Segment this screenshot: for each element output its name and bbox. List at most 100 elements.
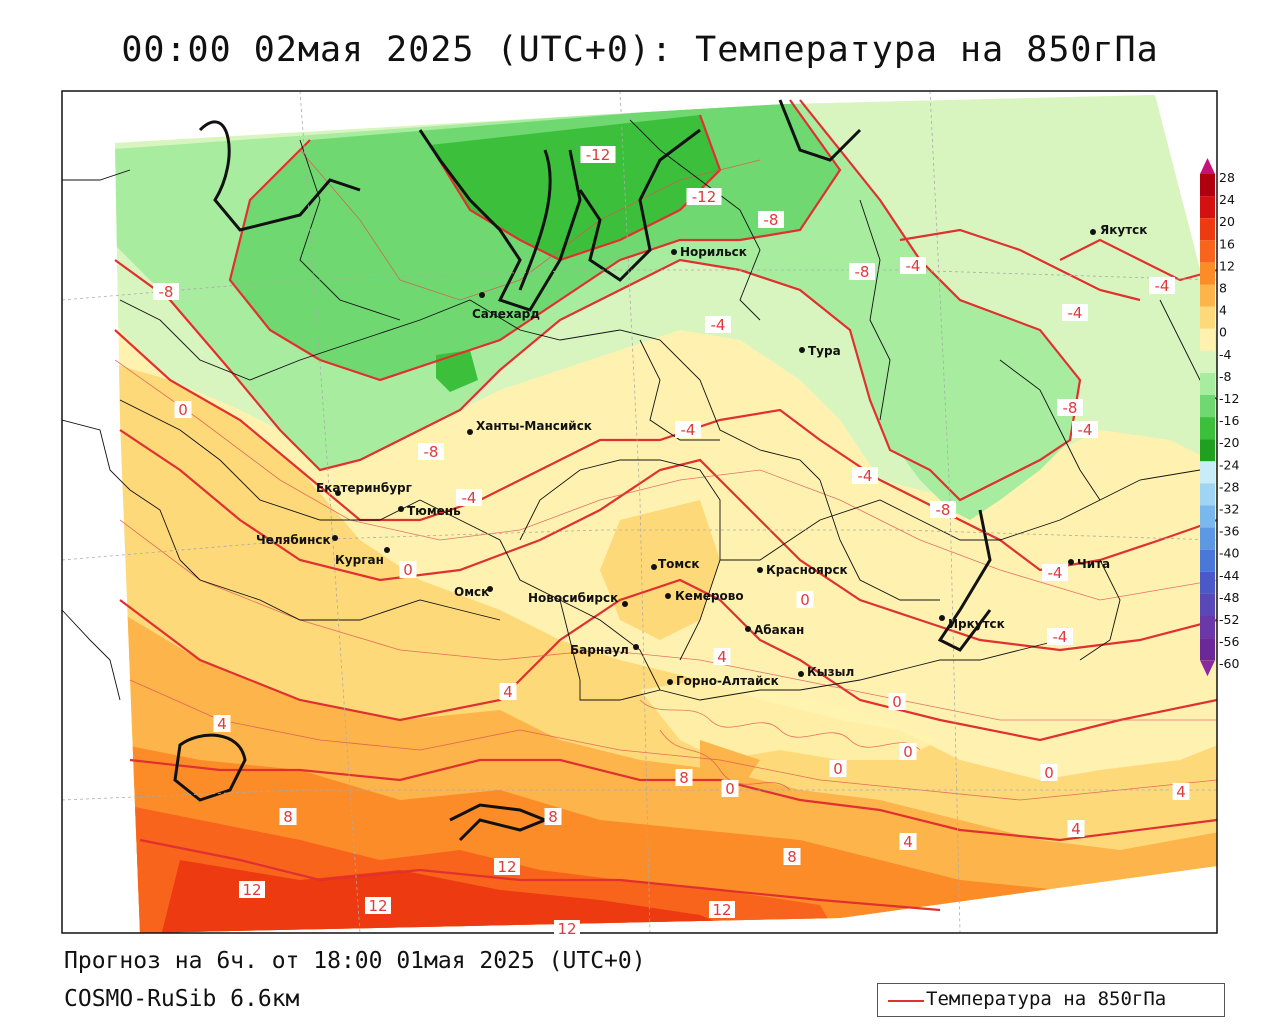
contour-label: -4 [1068, 304, 1083, 322]
city-label: Чита [1077, 557, 1110, 571]
colorbar-tick-label: -32 [1219, 502, 1239, 517]
colorbar-swatch [1200, 196, 1215, 219]
contour-label: -8 [159, 283, 174, 301]
colorbar-swatch [1200, 417, 1215, 440]
colorbar: 28 24 20 16 12 8 4 0 -4 -8 -12 -16 -20 -24 -28 -32 -36 -4… [1200, 158, 1239, 677]
model-info: COSMO-RuSib 6.6км [64, 986, 300, 1012]
contour-label-bg [1172, 783, 1190, 800]
colorbar-tick-label: -16 [1219, 413, 1239, 428]
contour-label-bg [713, 648, 731, 665]
colorbar-tick-label: -12 [1219, 391, 1239, 406]
city-dot [398, 506, 404, 512]
legend: Температура на 850гПа [877, 983, 1225, 1017]
contour-label-bg [494, 858, 520, 875]
colorbar-swatch [1200, 262, 1215, 285]
contour-label: -4 [1053, 628, 1068, 646]
city-dot [1068, 559, 1074, 565]
city-label: Салехард [472, 307, 540, 321]
contour-label-bg [1047, 628, 1073, 645]
contour-label: -8 [1063, 399, 1078, 417]
contour-label-bg [544, 808, 562, 825]
colorbar-tick-label: -8 [1219, 369, 1232, 384]
city-label: Кемерово [675, 589, 744, 603]
colorbar-top-arrow [1200, 158, 1215, 174]
contour-label: 0 [403, 561, 413, 579]
contour-label-bg [852, 467, 878, 484]
contour-label: 4 [1176, 783, 1186, 801]
contour-label: 0 [892, 693, 902, 711]
contour-label: -8 [764, 211, 779, 229]
city-dot [799, 347, 805, 353]
contour-label-bg [899, 833, 917, 850]
colorbar-swatch [1200, 571, 1215, 594]
colorbar-tick-label: 0 [1219, 325, 1227, 340]
city-label: Курган [335, 553, 384, 567]
colorbar-tick-label: -48 [1219, 590, 1239, 605]
contour-label-bg [1067, 820, 1085, 837]
contour-label-bg [930, 501, 956, 518]
colorbar-swatch [1200, 284, 1215, 307]
contour-label-bg [758, 211, 784, 228]
colorbar-tick-label: -44 [1219, 568, 1239, 583]
colorbar-swatch [1200, 527, 1215, 550]
colorbar-tick-label: -52 [1219, 612, 1239, 627]
city-dot [479, 292, 485, 298]
city-dot [384, 547, 390, 553]
contour-label-bg [709, 901, 735, 918]
contour-label-bg [213, 715, 231, 732]
forecast-info: Прогноз на 6ч. от 18:00 01мая 2025 (UTC+… [64, 948, 646, 974]
city-label: Иркутск [948, 617, 1005, 631]
colorbar-tick-label: 28 [1219, 170, 1235, 185]
contour-label-bg [399, 561, 417, 578]
contour-label-bg [365, 897, 391, 914]
contour-label-bg [1062, 304, 1088, 321]
contour-label-bg [675, 769, 693, 786]
colorbar-tick-label: 8 [1219, 281, 1227, 296]
contour-label-bg [554, 920, 580, 937]
contour-label-bg [418, 443, 444, 460]
contour-label: 12 [242, 881, 261, 899]
map-frame [61, 90, 1218, 934]
city-label: Омск [454, 585, 489, 599]
city-dot [667, 679, 673, 685]
city-dot [745, 626, 751, 632]
city-label: Екатеринбург [316, 481, 412, 495]
contour-label: 4 [217, 715, 227, 733]
colorbar-swatch [1200, 218, 1215, 241]
contour-label: 0 [833, 760, 843, 778]
colorbar-swatch [1200, 593, 1215, 616]
city-label: Тюмень [407, 504, 461, 518]
contour-label: -4 [462, 489, 477, 507]
contour-label-bg [153, 283, 179, 300]
contour-label: 0 [903, 743, 913, 761]
contour-label: 4 [903, 833, 913, 851]
contour-label-bg [1057, 399, 1083, 416]
contour-label-bg [796, 591, 814, 608]
contour-label-bg [1042, 564, 1068, 581]
colorbar-swatch [1200, 306, 1215, 329]
city-label: Барнаул [570, 643, 629, 657]
admin-boundaries [62, 119, 1217, 701]
contour-label-bg [499, 683, 517, 700]
contour-label-bg [239, 881, 265, 898]
colorbar-tick-label: -36 [1219, 524, 1239, 539]
contour-label: 0 [1044, 764, 1054, 782]
contour-label: -4 [711, 316, 726, 334]
contour-label-bg [1072, 421, 1098, 438]
city-label: Норильск [680, 245, 747, 259]
colorbar-tick-label: 20 [1219, 214, 1235, 229]
colorbar-tick-label: 4 [1219, 303, 1227, 318]
temperature-fill-layer [115, 95, 1217, 933]
contour-label-bg [279, 808, 297, 825]
contour-label: 8 [283, 808, 293, 826]
contour-label: -12 [586, 146, 611, 164]
city-dot [622, 601, 628, 607]
contour-label: 12 [497, 858, 516, 876]
colorbar-swatch [1200, 638, 1215, 661]
city-dot [467, 429, 473, 435]
legend-label: Температура на 850гПа [926, 988, 1167, 1010]
colorbar-swatch [1200, 328, 1215, 351]
colorbar-swatch [1200, 439, 1215, 462]
city-label: Абакан [754, 623, 804, 637]
city-dot [332, 535, 338, 541]
